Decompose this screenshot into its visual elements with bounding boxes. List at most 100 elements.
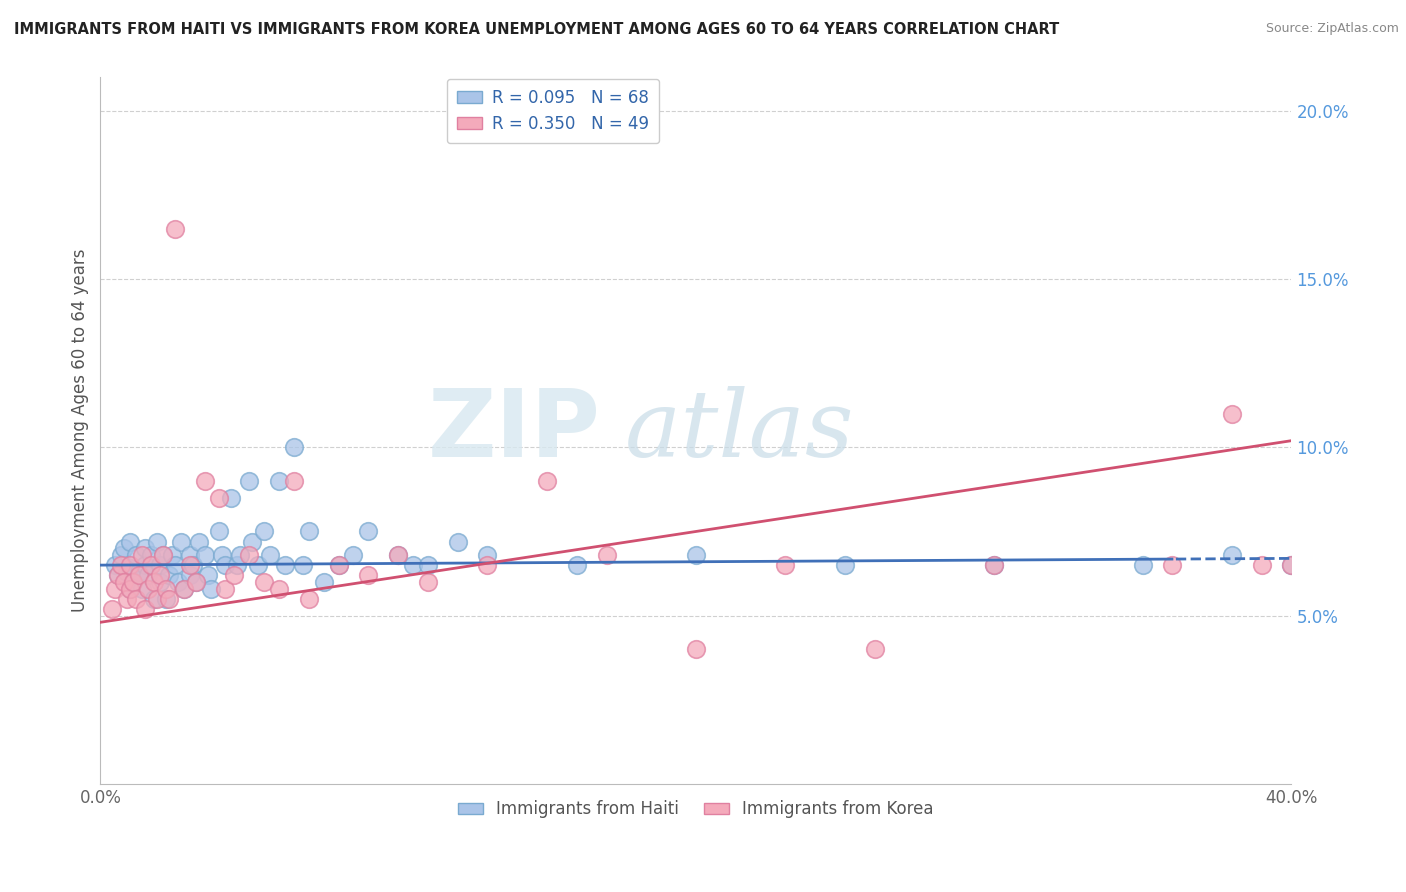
Point xyxy=(253,574,276,589)
Point xyxy=(146,591,169,606)
Point xyxy=(685,642,707,657)
Point xyxy=(157,568,180,582)
Point xyxy=(104,558,127,573)
Point xyxy=(312,574,335,589)
Point xyxy=(214,558,236,573)
Point xyxy=(226,558,249,573)
Point xyxy=(357,524,380,539)
Point xyxy=(194,474,217,488)
Point xyxy=(136,582,159,596)
Point xyxy=(131,582,153,596)
Point xyxy=(477,548,499,562)
Point xyxy=(208,491,231,505)
Point xyxy=(187,534,209,549)
Point xyxy=(208,524,231,539)
Point xyxy=(1220,407,1243,421)
Point xyxy=(1132,558,1154,573)
Point xyxy=(536,474,558,488)
Point xyxy=(328,558,350,573)
Point xyxy=(197,568,219,582)
Point xyxy=(238,548,260,562)
Point xyxy=(104,582,127,596)
Point xyxy=(357,568,380,582)
Point xyxy=(166,574,188,589)
Point xyxy=(122,574,145,589)
Point xyxy=(247,558,270,573)
Point xyxy=(131,548,153,562)
Point xyxy=(387,548,409,562)
Point xyxy=(267,582,290,596)
Point xyxy=(253,524,276,539)
Point xyxy=(274,558,297,573)
Point xyxy=(773,558,796,573)
Point xyxy=(1161,558,1184,573)
Point xyxy=(101,602,124,616)
Point xyxy=(139,558,162,573)
Point xyxy=(447,534,470,549)
Point xyxy=(298,591,321,606)
Point xyxy=(142,591,165,606)
Point xyxy=(149,568,172,582)
Point xyxy=(134,602,156,616)
Point xyxy=(283,441,305,455)
Point xyxy=(107,568,129,582)
Point xyxy=(238,474,260,488)
Point xyxy=(110,558,132,573)
Text: Source: ZipAtlas.com: Source: ZipAtlas.com xyxy=(1265,22,1399,36)
Point xyxy=(179,558,201,573)
Point xyxy=(173,582,195,596)
Point xyxy=(565,558,588,573)
Point xyxy=(120,582,142,596)
Text: IMMIGRANTS FROM HAITI VS IMMIGRANTS FROM KOREA UNEMPLOYMENT AMONG AGES 60 TO 64 : IMMIGRANTS FROM HAITI VS IMMIGRANTS FROM… xyxy=(14,22,1059,37)
Point xyxy=(221,491,243,505)
Point xyxy=(128,568,150,582)
Point xyxy=(181,558,204,573)
Point xyxy=(477,558,499,573)
Point xyxy=(1281,558,1303,573)
Point xyxy=(112,574,135,589)
Point xyxy=(184,574,207,589)
Point xyxy=(1220,548,1243,562)
Point xyxy=(120,561,142,575)
Point xyxy=(200,582,222,596)
Point xyxy=(157,591,180,606)
Point xyxy=(139,548,162,562)
Point xyxy=(595,548,617,562)
Point xyxy=(259,548,281,562)
Point xyxy=(211,548,233,562)
Point xyxy=(291,558,314,573)
Point xyxy=(224,568,246,582)
Point xyxy=(120,558,142,573)
Point xyxy=(160,548,183,562)
Point xyxy=(267,474,290,488)
Point xyxy=(120,534,142,549)
Point xyxy=(342,548,364,562)
Point xyxy=(170,534,193,549)
Point xyxy=(1250,558,1272,573)
Point xyxy=(298,524,321,539)
Text: atlas: atlas xyxy=(624,385,853,475)
Point xyxy=(983,558,1005,573)
Point xyxy=(229,548,252,562)
Point xyxy=(125,591,148,606)
Point xyxy=(152,548,174,562)
Point xyxy=(283,474,305,488)
Point xyxy=(1281,558,1303,573)
Point xyxy=(416,574,439,589)
Point xyxy=(184,574,207,589)
Point xyxy=(173,582,195,596)
Point xyxy=(128,565,150,579)
Point xyxy=(125,548,148,562)
Point xyxy=(112,541,135,556)
Point xyxy=(134,541,156,556)
Point xyxy=(179,548,201,562)
Point xyxy=(149,558,172,573)
Point xyxy=(122,574,145,589)
Point xyxy=(387,548,409,562)
Point xyxy=(152,548,174,562)
Point xyxy=(155,582,177,596)
Text: ZIP: ZIP xyxy=(427,384,600,476)
Legend: Immigrants from Haiti, Immigrants from Korea: Immigrants from Haiti, Immigrants from K… xyxy=(451,794,941,825)
Point xyxy=(179,568,201,582)
Point xyxy=(110,548,132,562)
